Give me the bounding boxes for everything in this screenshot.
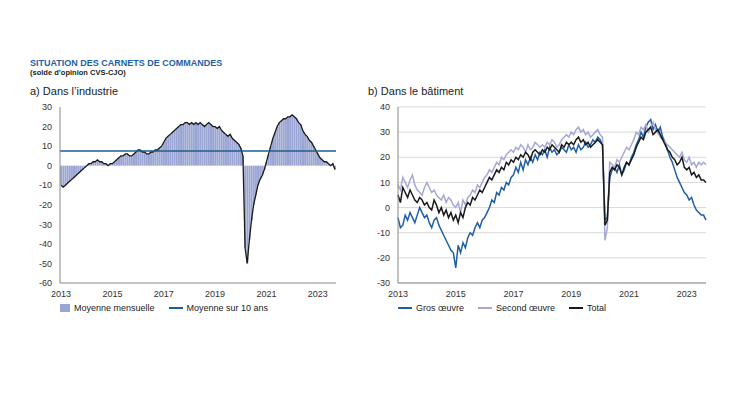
svg-text:-30: -30: [39, 220, 52, 230]
svg-text:0: 0: [47, 161, 52, 171]
svg-text:-30: -30: [377, 278, 390, 288]
html-text:a) Dans l’industrie: a) Dans l’industrie: [30, 85, 118, 97]
html-text:Total: Total: [587, 303, 607, 313]
html-text:Moyenne sur 10 ans: Moyenne sur 10 ans: [186, 303, 269, 313]
svg-text:30: 30: [42, 102, 52, 112]
svg-text:-20: -20: [39, 200, 52, 210]
svg-text:2019: 2019: [205, 289, 225, 299]
html-text:(solde d’opinion CVS-CJO): (solde d’opinion CVS-CJO): [30, 68, 126, 77]
svg-text:0: 0: [385, 203, 390, 213]
svg-text:2017: 2017: [154, 289, 174, 299]
svg-text:2013: 2013: [51, 289, 71, 299]
svg-text:10: 10: [42, 141, 52, 151]
html-text:b) Dans le bâtiment: b) Dans le bâtiment: [368, 85, 464, 97]
svg-text:2023: 2023: [677, 289, 697, 299]
svg-text:2013: 2013: [388, 289, 408, 299]
svg-text:20: 20: [380, 152, 390, 162]
svg-text:2015: 2015: [446, 289, 466, 299]
svg-text:40: 40: [380, 102, 390, 112]
svg-text:10: 10: [380, 178, 390, 188]
svg-text:2023: 2023: [308, 289, 328, 299]
svg-text:30: 30: [380, 127, 390, 137]
svg-text:-40: -40: [39, 239, 52, 249]
html-text:Second œuvre: Second œuvre: [496, 303, 555, 313]
svg-text:-20: -20: [377, 253, 390, 263]
svg-text:-60: -60: [39, 278, 52, 288]
svg-text:2019: 2019: [561, 289, 581, 299]
html-text:Gros œuvre: Gros œuvre: [416, 303, 464, 313]
html-text:Moyenne mensuelle: Moyenne mensuelle: [74, 303, 155, 313]
svg-text:20: 20: [42, 122, 52, 132]
svg-text:2021: 2021: [619, 289, 639, 299]
svg-text:2017: 2017: [503, 289, 523, 299]
svg-text:-50: -50: [39, 259, 52, 269]
svg-text:2015: 2015: [102, 289, 122, 299]
html-text:SITUATION DES CARNETS DE COMMA: SITUATION DES CARNETS DE COMMANDES: [30, 58, 223, 68]
svg-text:-10: -10: [377, 228, 390, 238]
svg-text:-10: -10: [39, 180, 52, 190]
svg-text:2021: 2021: [256, 289, 276, 299]
